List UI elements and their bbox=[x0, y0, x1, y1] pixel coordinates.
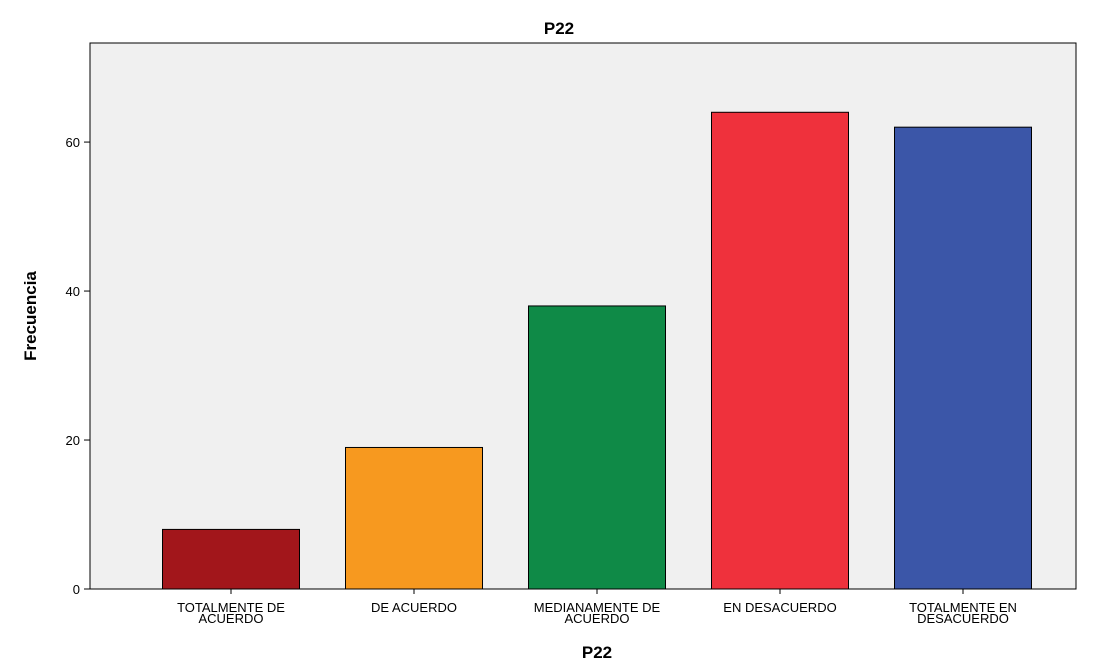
bar bbox=[528, 305, 666, 590]
x-tick-label: DE ACUERDO bbox=[371, 600, 457, 615]
bar bbox=[711, 111, 849, 590]
bar bbox=[894, 126, 1032, 590]
x-tick-label: TOTALMENTE DE ACUERDO bbox=[177, 600, 285, 626]
y-tick-label: 60 bbox=[66, 135, 80, 150]
x-axis-label: P22 bbox=[582, 643, 612, 662]
y-tick-label: 0 bbox=[73, 582, 80, 597]
x-tick-label: EN DESACUERDO bbox=[723, 600, 836, 615]
y-axis: 0 20 40 60 bbox=[66, 135, 90, 597]
y-tick-label: 20 bbox=[66, 433, 80, 448]
bar bbox=[162, 528, 300, 590]
x-tick-label: TOTALMENTE EN DESACUERDO bbox=[909, 600, 1017, 626]
bar bbox=[345, 446, 483, 590]
x-tick-label: MEDIANAMENTE DE ACUERDO bbox=[534, 600, 661, 626]
chart-title: P22 bbox=[544, 19, 574, 38]
bars bbox=[162, 111, 1032, 590]
x-axis: TOTALMENTE DE ACUERDO DE ACUERDO MEDIANAMEN… bbox=[177, 589, 1017, 626]
y-axis-label: Frecuencia bbox=[21, 271, 40, 361]
y-tick-label: 40 bbox=[66, 284, 80, 299]
